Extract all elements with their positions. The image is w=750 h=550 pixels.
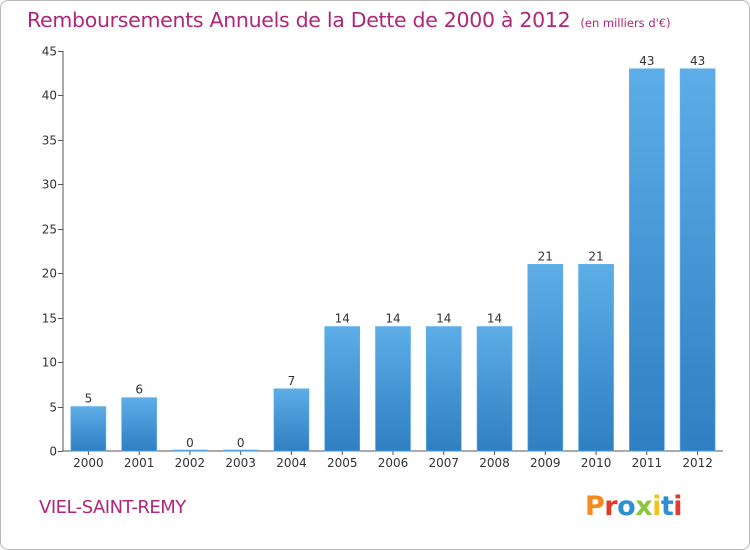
y-tick-label: 45 <box>42 45 57 59</box>
logo-letter: P <box>585 491 605 522</box>
logo-letter: i <box>673 491 683 522</box>
y-tick-label: 15 <box>42 312 57 326</box>
x-tick-label: 2011 <box>632 456 663 470</box>
y-tick-label: 0 <box>49 445 57 459</box>
y-tick-label: 20 <box>42 267 57 281</box>
data-label: 14 <box>436 312 451 326</box>
y-tick-label: 25 <box>42 223 57 237</box>
bar-2011 <box>629 68 665 452</box>
x-tick-label: 2012 <box>682 456 713 470</box>
bar-2010 <box>578 264 614 452</box>
chart-axes: 0 5 10 15 20 25 30 35 40 45 2000 2001 2002 2003 2004 20… <box>42 45 723 470</box>
logo-letter: x <box>635 491 653 522</box>
data-label: 7 <box>288 374 296 388</box>
data-label: 14 <box>487 312 502 326</box>
logo-letter: o <box>617 491 636 522</box>
bar-2003 <box>222 449 259 452</box>
bar-2008 <box>476 326 513 452</box>
data-label: 43 <box>639 54 654 68</box>
chart-bars <box>70 68 716 452</box>
x-tick-label: 2002 <box>175 456 206 470</box>
bar-2012 <box>679 68 716 452</box>
bar-2004 <box>273 388 310 452</box>
y-tick-label: 30 <box>42 178 57 192</box>
y-tick-label: 10 <box>42 356 57 370</box>
commune-name: VIEL-SAINT-REMY <box>39 497 186 518</box>
data-label: 21 <box>538 249 553 263</box>
bar-2006 <box>375 326 411 452</box>
data-label: 0 <box>186 436 194 450</box>
data-label: 5 <box>85 392 93 406</box>
data-label: 14 <box>335 312 350 326</box>
data-label: 21 <box>588 249 603 263</box>
data-label: 43 <box>690 54 705 68</box>
chart-data-labels: 5 6 0 0 7 14 14 14 14 21 21 43 43 <box>85 54 706 450</box>
title-text: Remboursements Annuels de la Dette de 20… <box>27 8 571 32</box>
x-tick-label: 2006 <box>378 456 409 470</box>
x-tick-label: 2008 <box>479 456 510 470</box>
data-label: 6 <box>135 383 143 397</box>
data-label: 0 <box>237 436 245 450</box>
y-tick-label: 5 <box>49 401 57 415</box>
bar-2000 <box>70 406 107 452</box>
bar-2007 <box>425 326 462 452</box>
x-tick-label: 2010 <box>581 456 612 470</box>
logo-letter: r <box>604 491 618 522</box>
x-tick-label: 2003 <box>225 456 256 470</box>
x-tick-label: 2005 <box>327 456 358 470</box>
logo-letter: i <box>652 491 661 522</box>
x-tick-label: 2001 <box>124 456 155 470</box>
bar-2001 <box>121 397 157 452</box>
y-tick-label: 40 <box>42 89 57 103</box>
bar-2002 <box>172 449 208 452</box>
x-tick-label: 2009 <box>530 456 561 470</box>
proxiti-logo: Proxiti <box>585 491 683 522</box>
bar-2009 <box>527 264 564 452</box>
chart-subtitle: (en milliers d'€) <box>580 16 671 30</box>
x-tick-label: 2007 <box>428 456 459 470</box>
logo-letter: t <box>660 491 674 522</box>
data-label: 14 <box>385 312 400 326</box>
chart-title: Remboursements Annuels de la Dette de 20… <box>27 8 671 32</box>
x-tick-label: 2000 <box>73 456 104 470</box>
x-tick-label: 2004 <box>276 456 307 470</box>
bar-2005 <box>324 326 361 452</box>
y-tick-label: 35 <box>42 134 57 148</box>
